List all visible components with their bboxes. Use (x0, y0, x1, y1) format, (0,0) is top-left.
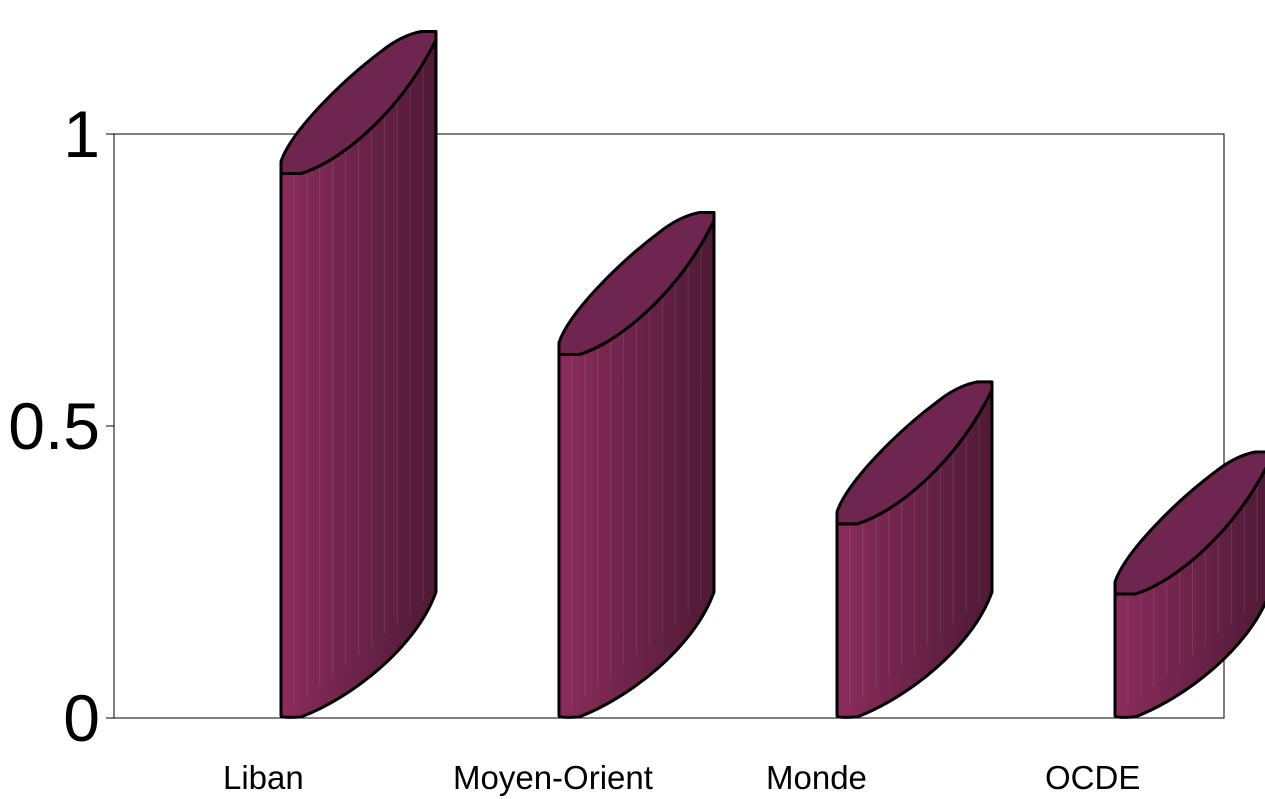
y-tick-label: 0.5 (8, 389, 100, 463)
bar-top-cap (1113, 450, 1265, 596)
y-axis: 00.51 (8, 97, 114, 755)
x-category-label: Monde (766, 759, 867, 796)
bar (835, 380, 994, 719)
x-category-label: Moyen-Orient (453, 759, 653, 796)
bar-series (279, 30, 1265, 719)
bar-top-cap (835, 380, 994, 526)
bar-body (559, 220, 714, 718)
bar-top-cap (557, 211, 716, 357)
bar-body (281, 39, 436, 718)
bar (279, 30, 438, 719)
x-axis: Liban Moyen-Orient Monde OCDE (223, 759, 1140, 796)
y-tick-label: 1 (63, 97, 100, 171)
bar-body (837, 389, 992, 718)
bar (1113, 450, 1265, 719)
y-tick-label: 0 (63, 681, 100, 755)
x-category-label: Liban (223, 759, 304, 796)
x-category-label: OCDE (1045, 759, 1140, 796)
bar-top-cap (279, 30, 438, 176)
bar (557, 211, 716, 719)
